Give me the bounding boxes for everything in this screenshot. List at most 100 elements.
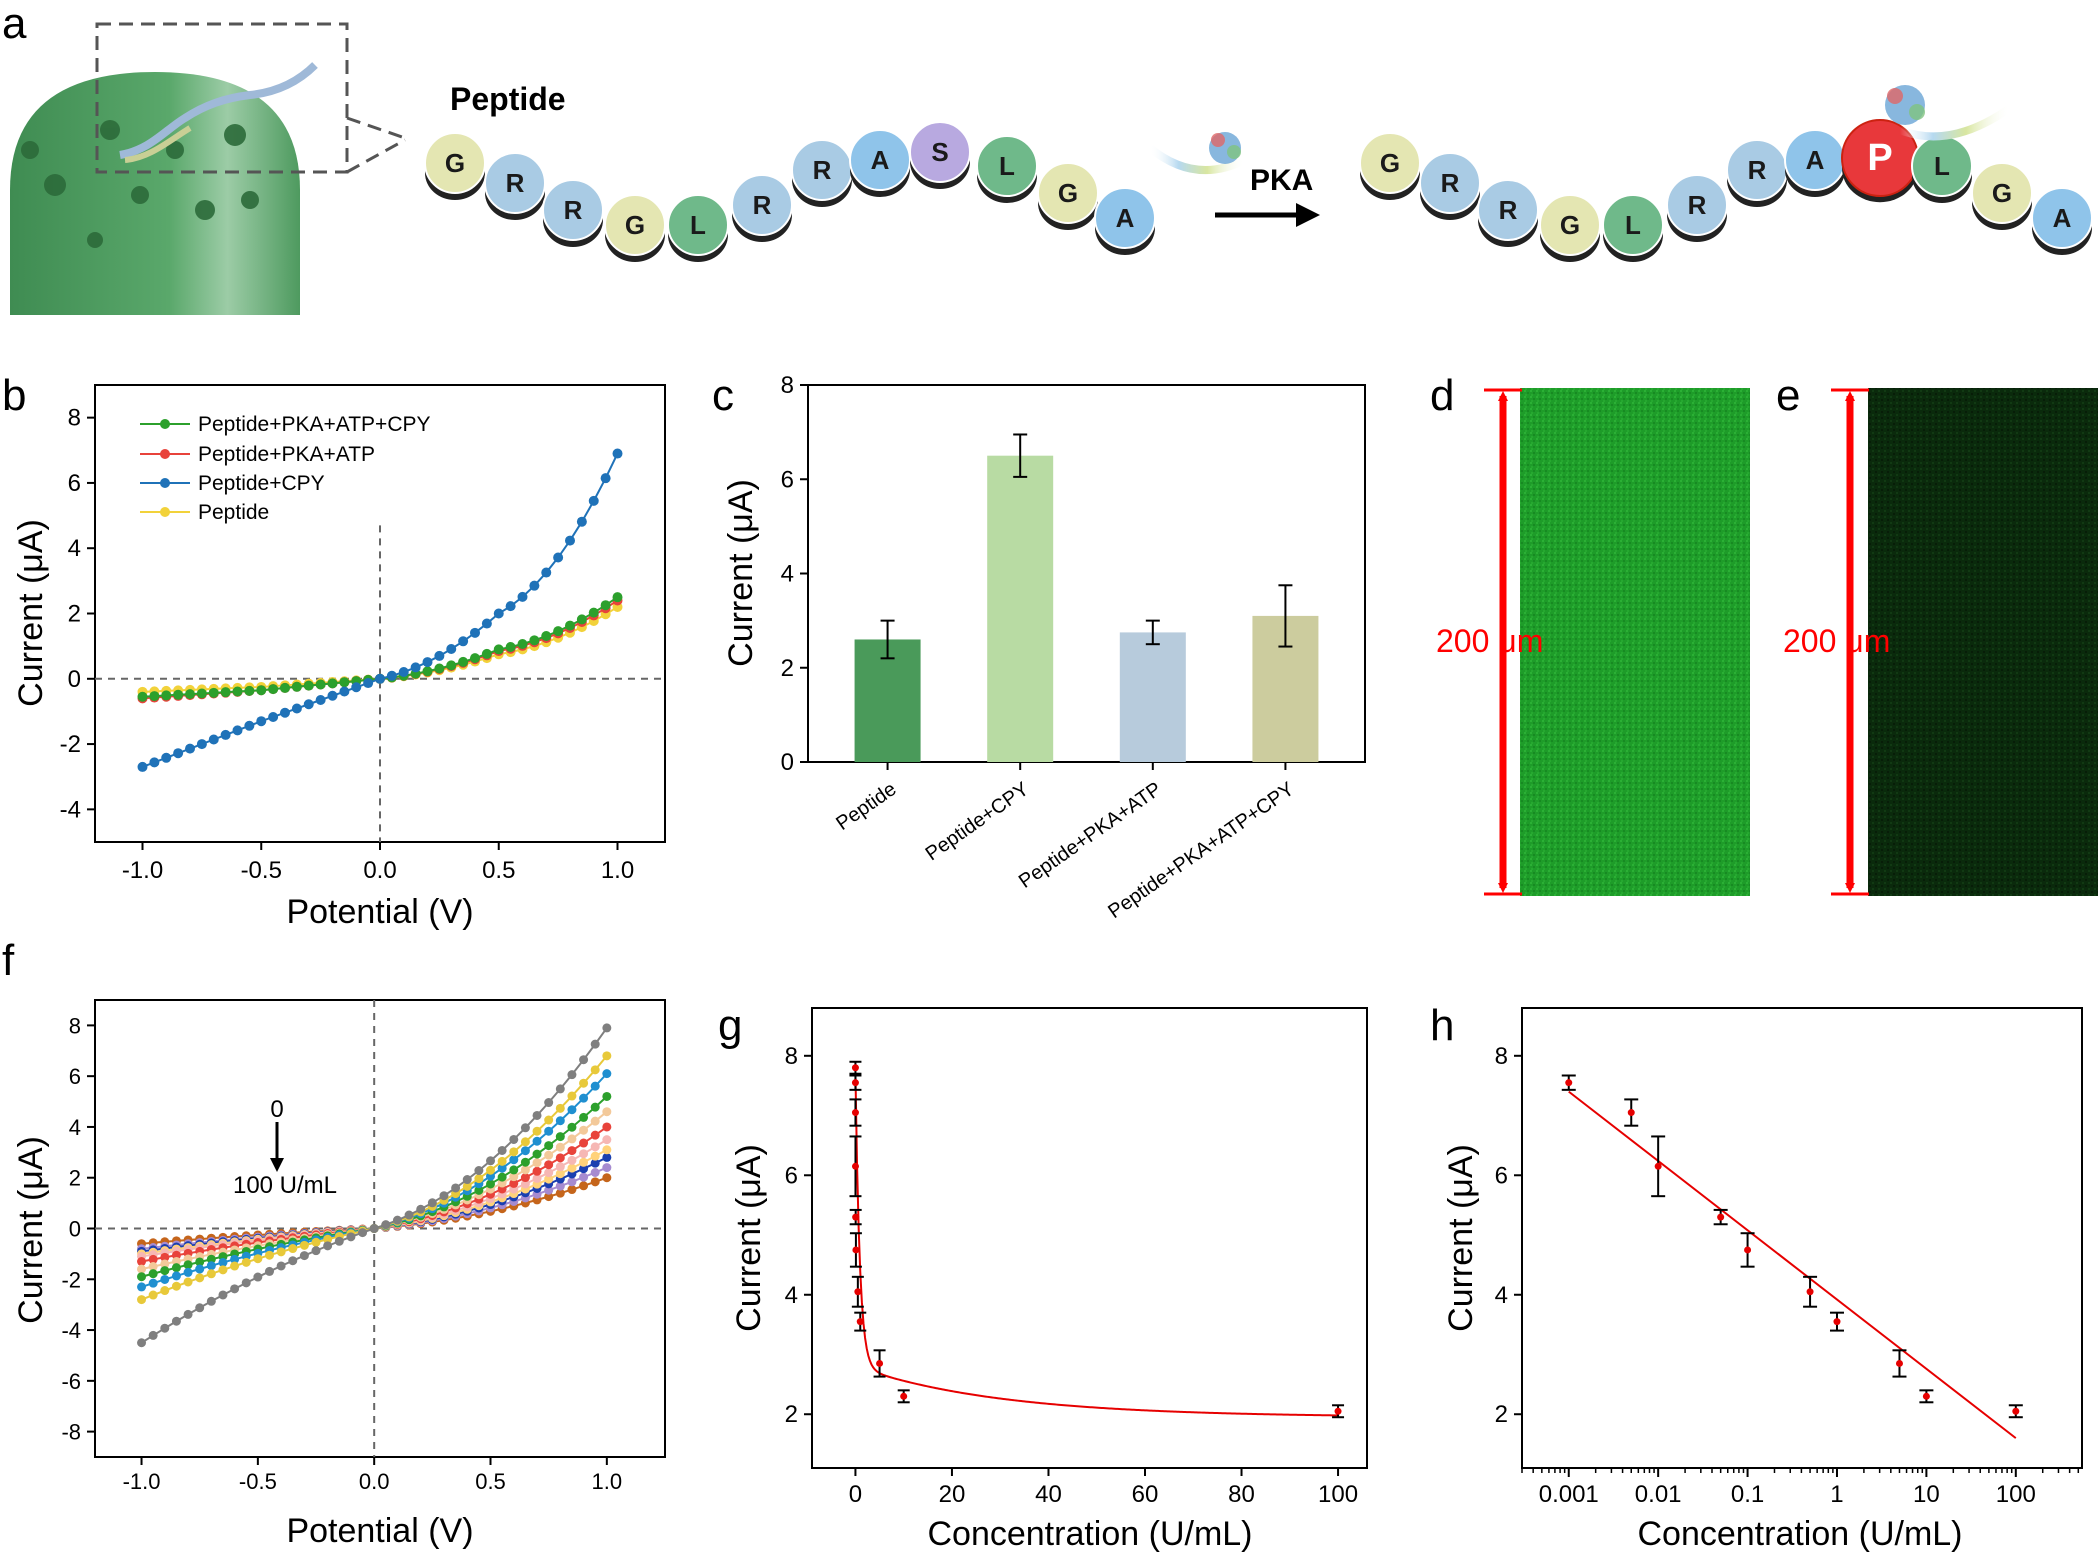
data-point — [509, 1155, 519, 1165]
data-point — [567, 1185, 577, 1195]
data-point — [315, 695, 326, 706]
residue-bead: L — [667, 194, 729, 262]
residue-bead: R — [1726, 139, 1788, 207]
bead-body — [976, 135, 1038, 197]
data-point — [590, 1116, 600, 1126]
data-point — [555, 1162, 565, 1172]
data-point — [244, 720, 255, 731]
data-point — [439, 1191, 449, 1201]
residue-bead: G — [604, 194, 666, 262]
panel-letter-d: d — [1430, 371, 1454, 420]
data-point — [544, 1192, 554, 1202]
data-point — [852, 1246, 860, 1254]
data-point — [555, 1103, 565, 1113]
data-point — [567, 1105, 577, 1115]
data-point — [602, 1152, 612, 1162]
data-point — [416, 1204, 426, 1214]
data-point — [602, 1122, 612, 1132]
data-point — [553, 552, 564, 563]
data-point — [544, 1174, 554, 1184]
bead-letter: A — [1806, 145, 1825, 175]
data-point — [232, 686, 243, 697]
residue-bead: R — [791, 139, 853, 207]
data-point — [1717, 1213, 1725, 1221]
data-point — [256, 685, 267, 696]
panel-f-xlabel: Potential (V) — [286, 1512, 473, 1550]
legend-label: Peptide — [198, 501, 269, 524]
data-point — [590, 1177, 600, 1187]
data-point — [590, 1039, 600, 1049]
residue-bead: R — [542, 179, 604, 247]
data-point — [532, 1173, 542, 1183]
data-point — [268, 711, 279, 722]
data-point — [497, 1145, 507, 1155]
x-tick-label: -1.0 — [123, 1469, 161, 1494]
data-point-group — [849, 1135, 862, 1198]
data-point — [268, 684, 279, 695]
bead-body — [604, 194, 666, 256]
data-point — [555, 1142, 565, 1152]
y-tick-label: -8 — [61, 1420, 81, 1445]
data-point — [553, 626, 564, 637]
x-tick-label: 0 — [849, 1481, 862, 1508]
data-point — [509, 1172, 519, 1182]
data-point — [602, 1163, 612, 1173]
bead-body — [1419, 152, 1481, 214]
data-point — [276, 1261, 286, 1271]
data-point — [160, 1323, 170, 1333]
data-point — [2012, 1407, 2020, 1415]
helix-ribbon-2 — [124, 125, 192, 163]
data-point — [148, 1278, 158, 1288]
data-point — [264, 1250, 274, 1260]
data-point — [1806, 1288, 1814, 1296]
data-point — [876, 1359, 884, 1367]
residue-bead: L — [1911, 135, 1973, 203]
y-tick-label: 2 — [1495, 1401, 1508, 1428]
data-point — [555, 1188, 565, 1198]
residue-bead: A — [1784, 129, 1846, 197]
data-point — [280, 707, 290, 718]
data-point — [173, 689, 184, 700]
y-tick-label: 4 — [69, 1115, 81, 1140]
panel-h-plot: 0.001 0.01 0.1 1 10 100 2 4 6 8 — [1495, 1043, 2080, 1508]
panel-b-xlabel: Potential (V) — [286, 893, 473, 931]
data-point — [171, 1281, 181, 1291]
data-point — [327, 678, 338, 689]
panel-letter-a: a — [2, 0, 27, 48]
data-point — [137, 1295, 147, 1305]
data-point — [1833, 1318, 1841, 1326]
data-point-group — [2008, 1404, 2023, 1419]
bead-letter: A — [2053, 203, 2072, 233]
data-point-group — [849, 1074, 862, 1091]
bead-body — [484, 152, 546, 214]
peptide-label: Peptide — [450, 81, 566, 117]
bead-body — [1094, 187, 1156, 249]
data-point — [196, 688, 207, 699]
data-point — [486, 1165, 496, 1175]
y-tick-label: -4 — [60, 796, 81, 823]
residue-bead: L — [976, 135, 1038, 203]
data-point — [520, 1173, 530, 1183]
data-point — [481, 618, 492, 629]
data-point — [208, 687, 219, 698]
data-point — [358, 1228, 368, 1238]
data-point — [590, 1065, 600, 1075]
panel-f: f -1.0 -0.5 0.0 0.5 1.0 -8 -6 -4 -2 0 2 4 6 8 Potenti… — [2, 936, 666, 1550]
bead-letter: R — [1499, 195, 1518, 225]
panel-h-ylabel: Current (μA) — [1442, 1144, 1480, 1332]
bead-body — [849, 129, 911, 191]
data-point — [264, 1266, 274, 1276]
data-point — [161, 690, 172, 701]
x-tick-label: 80 — [1228, 1481, 1255, 1508]
data-point — [288, 1244, 298, 1254]
data-point — [497, 1156, 507, 1166]
bead-letter: A — [1116, 203, 1135, 233]
data-point — [1654, 1162, 1662, 1170]
y-tick-label: 4 — [68, 535, 81, 562]
data-point — [137, 1264, 147, 1274]
data-point — [299, 1240, 309, 1250]
data-point — [567, 1146, 577, 1156]
x-tick-label: -0.5 — [241, 857, 282, 884]
residue-bead: R — [1419, 152, 1481, 220]
